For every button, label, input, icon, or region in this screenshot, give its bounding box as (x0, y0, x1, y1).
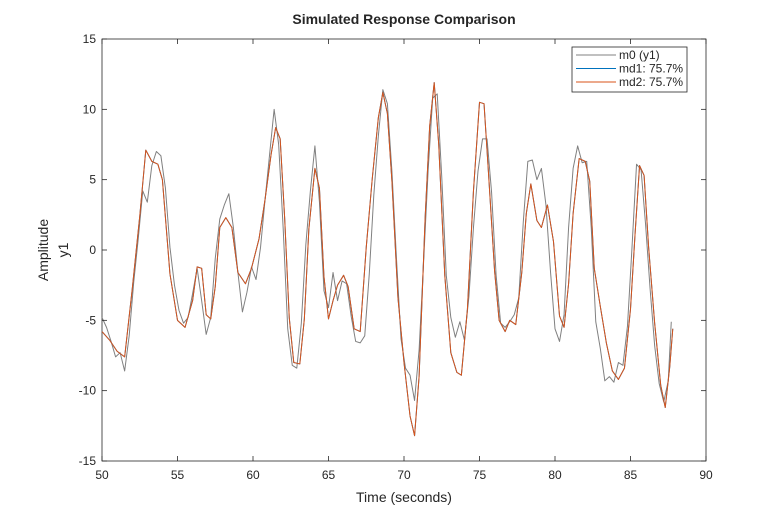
x-axis-title: Time (seconds) (356, 489, 452, 505)
x-tick-label: 50 (95, 468, 109, 482)
y-axis-subtitle: y1 (55, 242, 71, 257)
x-tick-label: 65 (322, 468, 336, 482)
ticks-layer: 50 55 60 65 70 75 80 85 90 -15 -10 -5 0 5 10 15 (79, 32, 713, 482)
y-tick-label: 15 (83, 32, 97, 46)
legend-label-1: md1: 75.7% (619, 62, 683, 76)
x-tick-label: 80 (548, 468, 562, 482)
y-tick-label: 10 (83, 102, 97, 116)
y-tick-label: 5 (89, 173, 96, 187)
y-tick-label: -15 (79, 454, 97, 468)
x-tick-label: 85 (624, 468, 638, 482)
x-tick-label: 90 (699, 468, 713, 482)
series-layer (101, 82, 674, 437)
plot-area: 50 55 60 65 70 75 80 85 90 -15 -10 -5 0 5 10 15 (79, 32, 713, 482)
x-tick-label: 55 (171, 468, 185, 482)
axes-box (101, 38, 707, 462)
legend-label-0: m0 (y1) (619, 48, 660, 62)
y-tick-label: -10 (79, 384, 97, 398)
x-tick-label: 75 (473, 468, 487, 482)
y-tick-label: 0 (89, 243, 96, 257)
y-axis-title: Amplitude (35, 219, 51, 281)
series-line-2 (101, 82, 674, 437)
chart-title: Simulated Response Comparison (292, 11, 515, 27)
x-tick-label: 70 (397, 468, 411, 482)
y-tick-label: -5 (85, 313, 96, 327)
legend: m0 (y1)md1: 75.7%md2: 75.7% (571, 46, 688, 93)
x-tick-label: 60 (246, 468, 260, 482)
legend-label-2: md2: 75.7% (619, 75, 683, 89)
